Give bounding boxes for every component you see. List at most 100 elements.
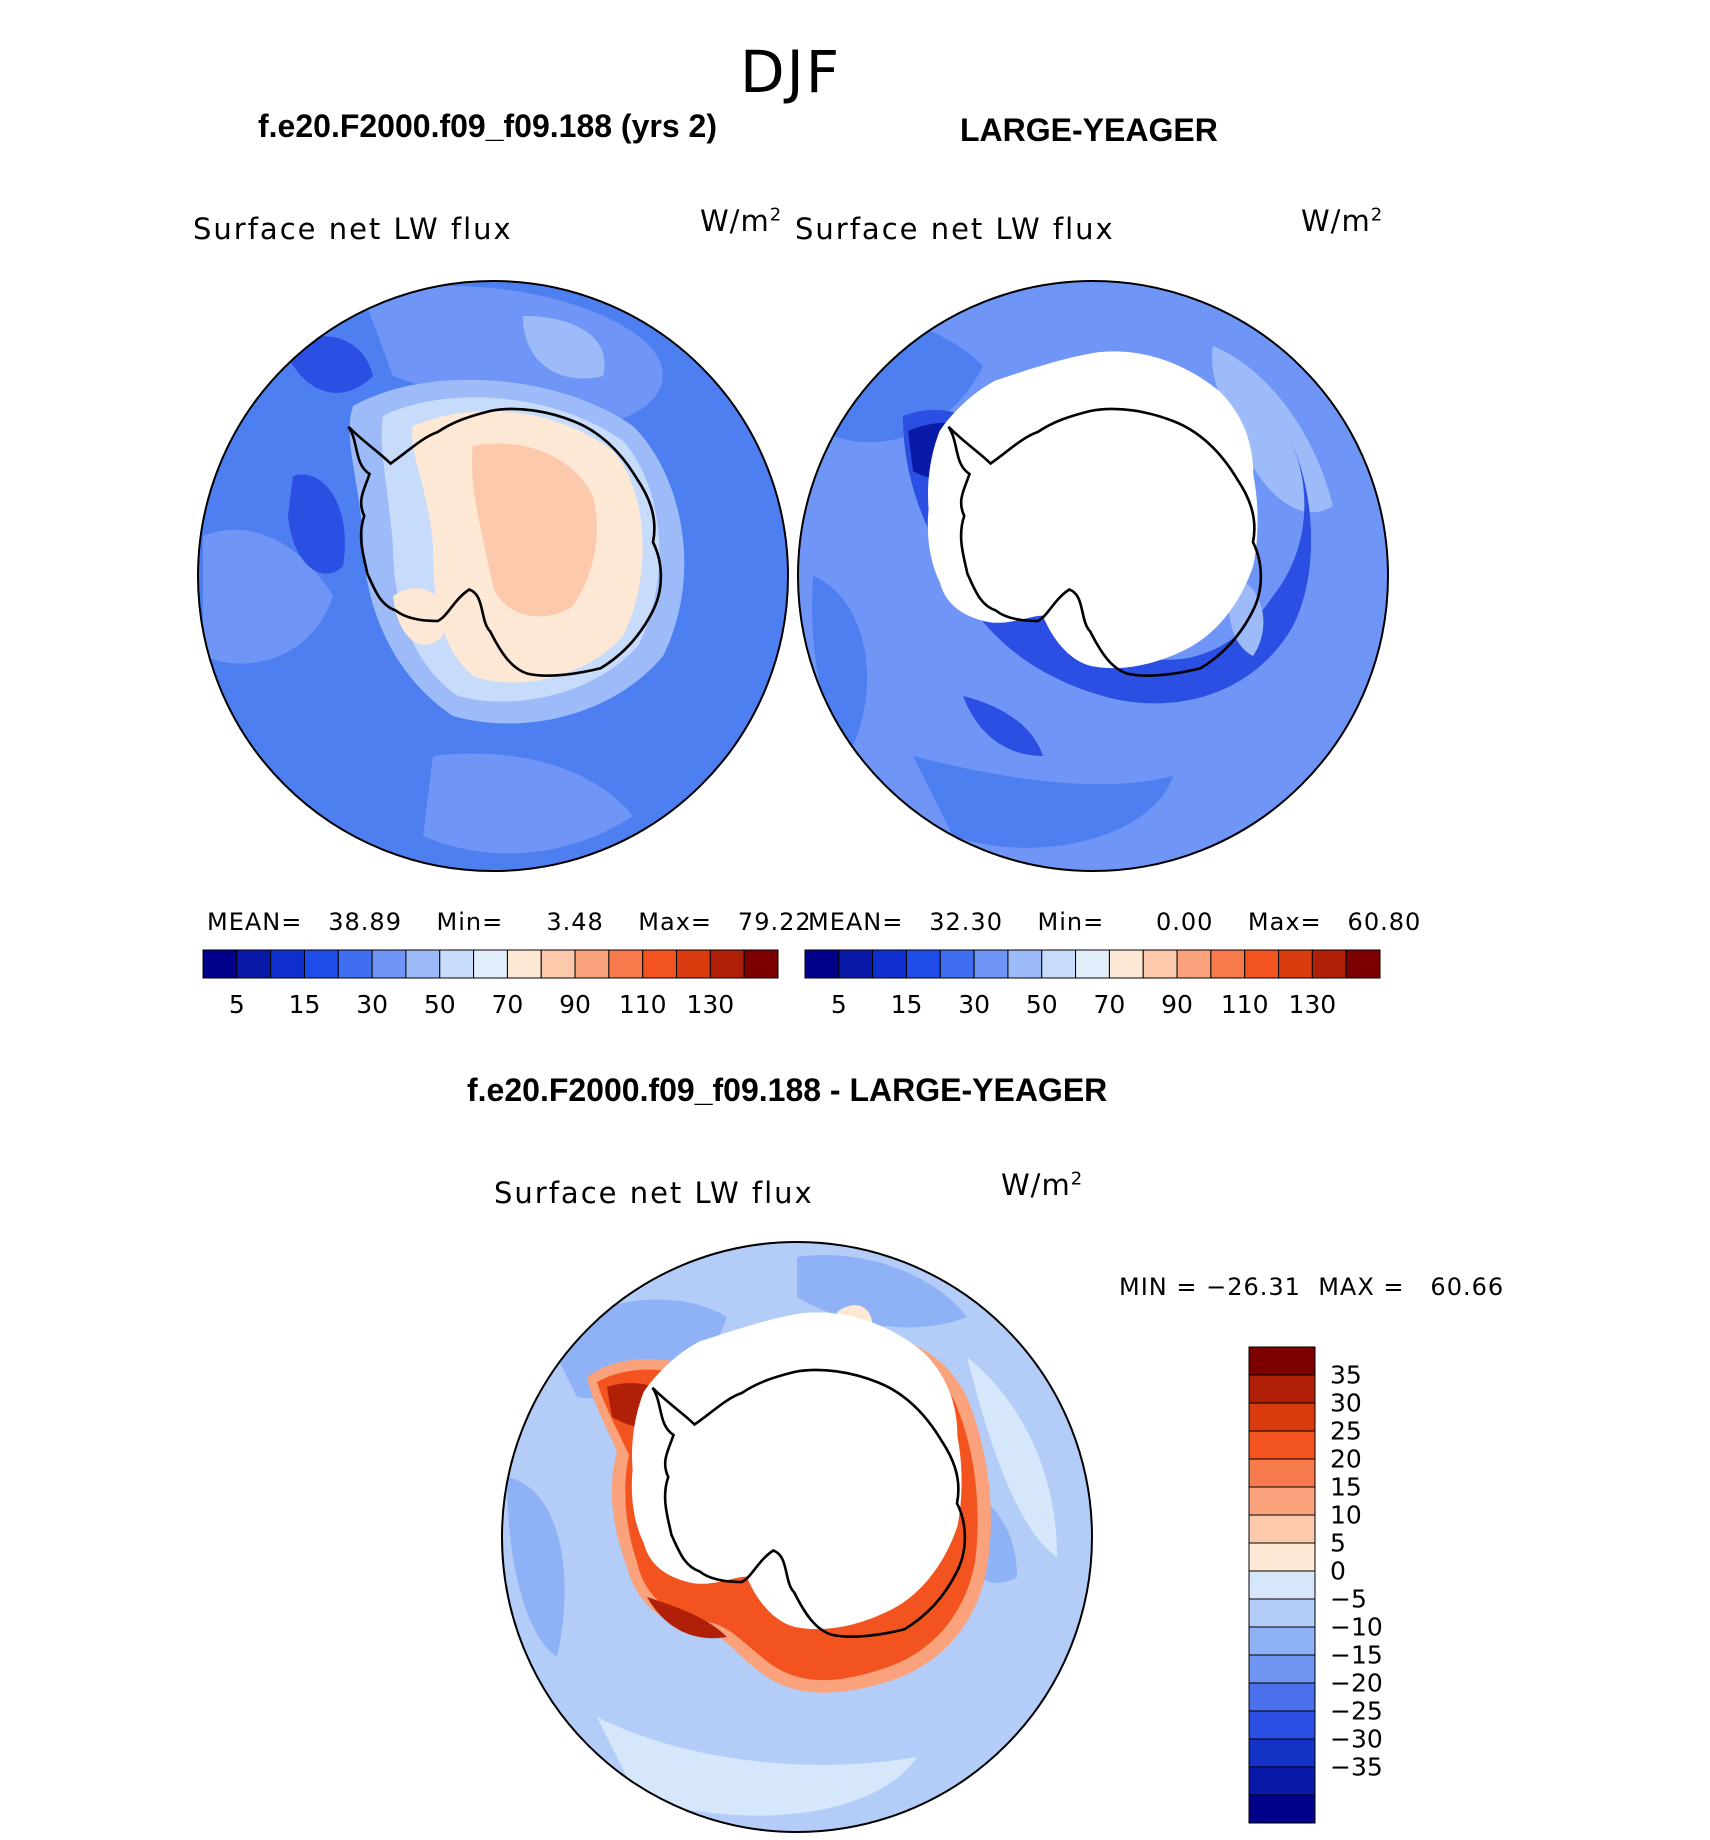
diff-colorbar-ticks: 35 30 25 20 15 10 5 0 −5 −10 −15 −20 −25 −30 −35 [1330, 1347, 1410, 1825]
colorbar-left-swatch [506, 949, 542, 979]
colorbar-right [804, 949, 1381, 979]
colorbar-left-swatch [371, 949, 407, 979]
panel-right-stats: MEAN= 32.30 Min= 0.00 Max= 60.80 [808, 908, 1422, 936]
colorbar-left-tick-label: 50 [423, 990, 456, 1019]
diff-units: W/m2 [1001, 1168, 1084, 1202]
colorbar-left-tick-label: 5 [228, 990, 245, 1019]
colorbar-right-tick-label: 50 [1025, 990, 1058, 1019]
panel-left-units: W/m2 [700, 204, 783, 238]
colorbar-left-tick-label: 70 [491, 990, 524, 1019]
diff-colorbar-tick-label: 15 [1330, 1472, 1362, 1502]
colorbar-right-swatch [1210, 949, 1246, 979]
colorbar-left-swatch [337, 949, 373, 979]
map-diff [501, 1241, 1093, 1833]
diff-colorbar-swatch [1248, 1486, 1316, 1516]
colorbar-right-tick-label: 90 [1161, 990, 1193, 1019]
diff-colorbar-swatch [1248, 1766, 1316, 1796]
panel-right-units: W/m2 [1301, 204, 1384, 238]
colorbar-left-swatch [743, 949, 779, 979]
diff-colorbar-tick-label: −20 [1330, 1668, 1383, 1698]
colorbar-left [202, 949, 779, 979]
colorbar-left-tick-label: 15 [288, 990, 321, 1019]
colorbar-right-swatch [1176, 949, 1212, 979]
colorbar-left-swatch [473, 949, 508, 979]
colorbar-right-ticks: 5 15 30 50 70 90 110 130 [805, 990, 1385, 1022]
diff-colorbar-swatch [1248, 1794, 1316, 1824]
colorbar-right-tick-label: 30 [958, 990, 991, 1019]
diff-colorbar-swatch [1248, 1374, 1316, 1404]
diff-colorbar-swatch [1248, 1458, 1316, 1488]
diff-colorbar-swatch [1248, 1514, 1316, 1544]
colorbar-right-swatch [1278, 949, 1313, 979]
colorbar-left-ticks: 5 15 30 50 70 90 110 130 [203, 990, 783, 1022]
colorbar-right-swatch [1142, 949, 1178, 979]
diff-colorbar-tick-label: 20 [1330, 1444, 1362, 1474]
diff-title: f.e20.F2000.f09_f09.188 - LARGE-YEAGER [467, 1072, 1108, 1108]
diff-colorbar-swatch [1248, 1654, 1316, 1684]
colorbar-right-swatch [939, 949, 975, 979]
diff-colorbar-tick-label: −15 [1330, 1640, 1383, 1670]
colorbar-left-tick-label: 130 [686, 990, 735, 1019]
colorbar-left-tick-label: 90 [559, 990, 591, 1019]
diff-colorbar-tick-label: −5 [1330, 1584, 1367, 1614]
diff-colorbar-tick-label: 35 [1330, 1360, 1362, 1390]
diff-variable: Surface net LW flux [494, 1176, 814, 1210]
colorbar-left-swatch [709, 949, 745, 979]
colorbar-left-swatch [676, 949, 711, 979]
colorbar-right-swatch [1075, 949, 1110, 979]
diff-colorbar-swatch [1248, 1710, 1316, 1740]
diff-colorbar-tick-label: −10 [1330, 1612, 1383, 1642]
colorbar-right-tick-label: 70 [1093, 990, 1126, 1019]
diff-colorbar-swatch [1248, 1626, 1316, 1656]
diff-colorbar-tick-label: −30 [1330, 1724, 1383, 1754]
colorbar-right-swatch [1345, 949, 1381, 979]
colorbar-right-tick-label: 5 [830, 990, 847, 1019]
season-title: DJF [740, 38, 842, 106]
diff-colorbar-tick-label: 5 [1330, 1528, 1346, 1558]
colorbar-left-swatch [608, 949, 644, 979]
colorbar-right-swatch [872, 949, 907, 979]
panel-left-case-title: f.e20.F2000.f09_f09.188 (yrs 2) [258, 108, 717, 144]
diff-minmax: MIN = −26.31 MAX = 60.66 [1119, 1273, 1505, 1301]
colorbar-left-tick-label: 110 [618, 990, 667, 1019]
colorbar-left-swatch [574, 949, 610, 979]
diff-colorbar-tick-label: −35 [1330, 1752, 1383, 1782]
diff-colorbar-tick-label: 10 [1330, 1500, 1362, 1530]
diff-colorbar-tick-label: 25 [1330, 1416, 1362, 1446]
diff-colorbar-swatch [1248, 1402, 1316, 1432]
colorbar-right-swatch [905, 949, 941, 979]
colorbar-right-swatch [1244, 949, 1280, 979]
map-right [797, 280, 1389, 872]
panel-right-case-title: LARGE-YEAGER [960, 112, 1218, 148]
colorbar-right-swatch [1041, 949, 1077, 979]
diff-colorbar-tick-label: 0 [1330, 1556, 1346, 1586]
map-left [197, 280, 789, 872]
diff-colorbar-swatch [1248, 1570, 1316, 1600]
panel-left-stats: MEAN= 38.89 Min= 3.48 Max= 79.22 [207, 908, 812, 936]
colorbar-right-tick-label: 110 [1220, 990, 1269, 1019]
colorbar-left-swatch [439, 949, 475, 979]
colorbar-left-swatch [642, 949, 678, 979]
diff-colorbar-tick-label: −25 [1330, 1696, 1383, 1726]
colorbar-right-swatch [1108, 949, 1144, 979]
colorbar-left-tick-label: 30 [356, 990, 389, 1019]
colorbar-right-tick-label: 15 [890, 990, 923, 1019]
diff-colorbar-swatch [1248, 1430, 1316, 1460]
diff-colorbar-swatch [1248, 1738, 1316, 1768]
diff-colorbar-swatch [1248, 1346, 1316, 1376]
colorbar-right-swatch [1311, 949, 1347, 979]
diff-colorbar-swatch [1248, 1542, 1316, 1572]
diff-colorbar [1248, 1346, 1316, 1824]
colorbar-left-swatch [270, 949, 305, 979]
panel-right-variable: Surface net LW flux [795, 212, 1115, 246]
diff-colorbar-tick-label: 30 [1330, 1388, 1362, 1418]
colorbar-left-swatch [236, 949, 272, 979]
colorbar-left-swatch [303, 949, 339, 979]
colorbar-right-swatch [838, 949, 874, 979]
colorbar-left-swatch [202, 949, 238, 979]
panel-left-variable: Surface net LW flux [193, 212, 513, 246]
colorbar-right-swatch [973, 949, 1009, 979]
colorbar-right-swatch [1007, 949, 1043, 979]
colorbar-left-swatch [540, 949, 576, 979]
colorbar-right-swatch [804, 949, 840, 979]
